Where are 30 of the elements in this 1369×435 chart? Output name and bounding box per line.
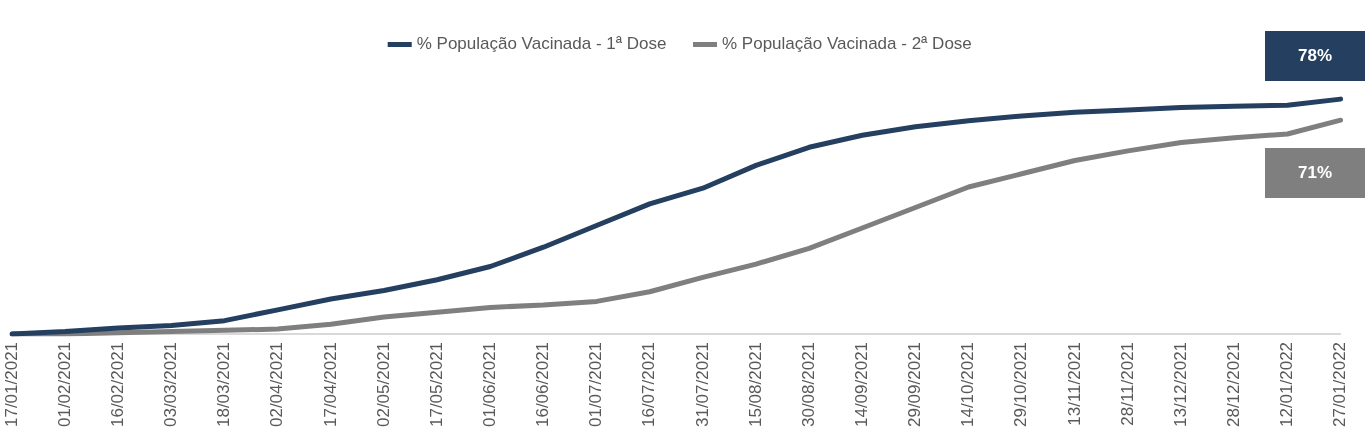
x-tick-label: 27/01/2022 [1330,341,1350,428]
legend-label: % População Vacinada - 2ª Dose [722,34,972,54]
x-tick-label: 28/12/2021 [1224,341,1243,428]
x-tick-label: 13/11/2021 [1064,341,1084,426]
x-tick-label: 02/04/2021 [267,341,287,428]
x-tick-label: 14/09/2021 [851,341,871,428]
x-tick-label: 31/07/2021 [692,341,712,428]
x-tick-label: 29/10/2021 [1011,341,1031,428]
callout-box: 71% [1265,148,1365,199]
x-tick-label: 13/12/2021 [1170,341,1190,428]
x-tick-label: 17/04/2021 [320,341,340,428]
x-tick-label: 01/02/2021 [54,341,74,428]
x-tick-label: 15/08/2021 [745,341,765,428]
x-tick-label: 01/06/2021 [479,341,499,428]
x-tick-label: 03/03/2021 [161,341,181,428]
legend-label: % População Vacinada - 1ª Dose [416,34,667,54]
x-tick-label: 18/03/2021 [214,341,234,428]
x-tick-label: 02/05/2021 [373,341,393,428]
x-tick-label: 29/09/2021 [905,341,925,428]
x-tick-label: 16/02/2021 [107,341,127,428]
x-tick-label: 16/06/2021 [533,341,553,428]
x-tick-label: 17/01/2021 [1,341,21,428]
x-tick-label: 30/08/2021 [798,341,818,428]
x-tick-label: 28/11/2021 [1117,341,1137,426]
x-tick-label: 12/01/2022 [1277,341,1297,428]
x-tick-label: 14/10/2021 [958,341,978,428]
x-tick-label: 17/05/2021 [426,341,446,428]
x-tick-label: 16/07/2021 [639,341,659,428]
x-tick-label: 01/07/2021 [586,341,606,428]
callout-box: 78% [1265,31,1365,82]
